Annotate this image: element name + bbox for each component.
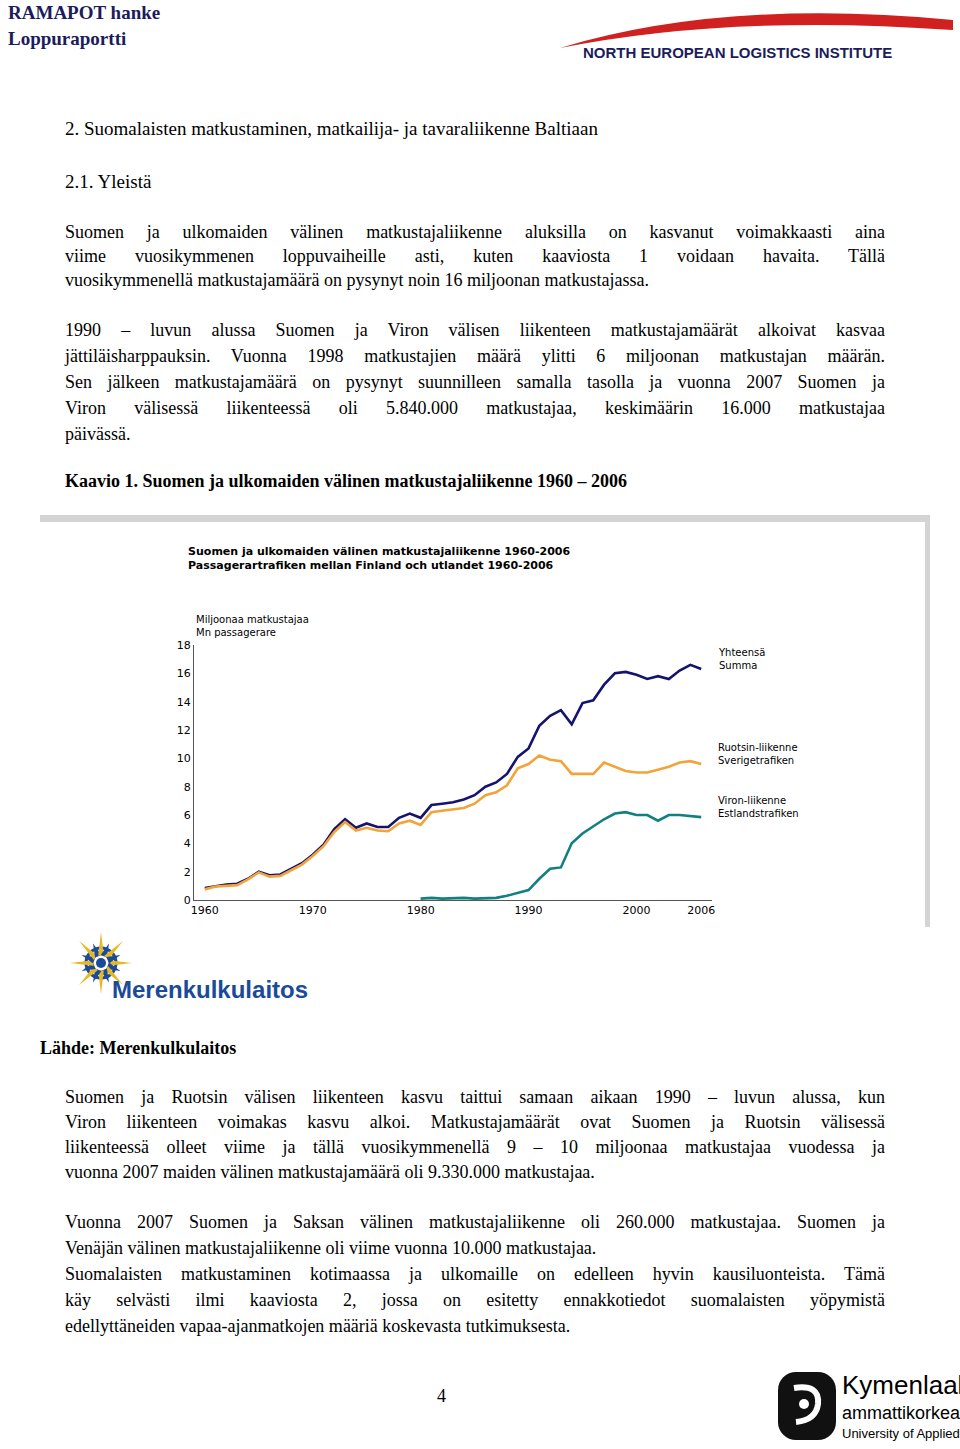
html-text:jättiläisharppauksin. Vuonna 1: jättiläisharppauksin. Vuonna 1998 matkus…: [65, 346, 885, 366]
svg-text:1960: 1960: [191, 904, 219, 917]
html-text:2.1. Yleistä: 2.1. Yleistä: [65, 171, 152, 192]
svg-text:6: 6: [184, 809, 191, 822]
svg-text:4: 4: [184, 837, 191, 850]
svg-text:8: 8: [184, 781, 191, 794]
html-text:1990 – luvun alussa Suomen ja: 1990 – luvun alussa Suomen ja Viron väli…: [65, 320, 885, 340]
svg-text:Viron-liikenneEstlandstrafiken: Viron-liikenneEstlandstrafiken: [718, 795, 799, 819]
html-text:Kaavio 1. Suomen ja ulkomaiden: Kaavio 1. Suomen ja ulkomaiden välinen m…: [65, 471, 628, 491]
html-text:Viron liikenteen voimakas kasv: Viron liikenteen voimakas kasvu alkoi. M…: [65, 1112, 885, 1132]
svg-text:0: 0: [184, 894, 191, 907]
svg-text:2006: 2006: [687, 904, 715, 917]
html-text:Suomen ja Ruotsin välisen liik: Suomen ja Ruotsin välisen liikenteen kas…: [65, 1087, 885, 1107]
html-text:Viron välisessä liikenteessä o: Viron välisessä liikenteessä oli 5.840.0…: [65, 398, 885, 418]
svg-text:2000: 2000: [622, 904, 650, 917]
html-text:2. Suomalaisten matkustaminen,: 2. Suomalaisten matkustaminen, matkailij…: [65, 118, 598, 139]
html-text:4: 4: [437, 1386, 446, 1406]
svg-text:12: 12: [177, 724, 191, 737]
svg-text:1990: 1990: [515, 904, 543, 917]
html-text:RAMAPOT hanke: RAMAPOT hanke: [8, 2, 161, 23]
svg-text:Suomen ja ulkomaiden välinen m: Suomen ja ulkomaiden välinen matkustajal…: [188, 545, 570, 572]
svg-text:Ruotsin-liikenneSverigetrafike: Ruotsin-liikenneSverigetrafiken: [718, 742, 798, 766]
html-text:viime vuosikymmenen loppuvaihe: viime vuosikymmenen loppuvaiheille asti,…: [65, 246, 885, 266]
svg-text:18: 18: [177, 639, 191, 652]
html-text:käy selvästi ilmi kaaviosta 2,: käy selvästi ilmi kaaviosta 2, jossa on …: [65, 1290, 885, 1310]
html-text:NORTH EUROPEAN LOGISTICS INSTI: NORTH EUROPEAN LOGISTICS INSTITUTE: [583, 44, 893, 61]
html-text:Lähde: Merenkulkulaitos: Lähde: Merenkulkulaitos: [40, 1038, 237, 1058]
html-text:edellyttäneiden vapaa-ajanmatk: edellyttäneiden vapaa-ajanmatkojen määri…: [65, 1316, 571, 1336]
svg-text:10: 10: [177, 752, 191, 765]
html-text:vuonna 2007 maiden välinen mat: vuonna 2007 maiden välinen matkustajamää…: [65, 1162, 595, 1182]
svg-text:2: 2: [184, 866, 191, 879]
svg-text:YhteensäSumma: YhteensäSumma: [718, 647, 765, 671]
html-text:Suomen ja ulkomaiden välinen m: Suomen ja ulkomaiden välinen matkustajal…: [65, 222, 885, 242]
html-text:päivässä.: päivässä.: [65, 424, 131, 444]
html-text:Sen jälkeen matkustajamäärä on: Sen jälkeen matkustajamäärä on pysynyt s…: [65, 372, 885, 392]
html-text:Vuonna 2007 Suomen ja Saksan v: Vuonna 2007 Suomen ja Saksan välinen mat…: [65, 1212, 885, 1232]
html-text:Merenkulkulaitos: Merenkulkulaitos: [112, 976, 309, 1003]
html-text:Venäjän välinen matkustajaliik: Venäjän välinen matkustajaliikenne oli v…: [65, 1238, 597, 1258]
html-text:vuosikymmenellä matkustajamäär: vuosikymmenellä matkustajamäärä on pysyn…: [65, 270, 649, 290]
html-text:Suomalaisten matkustaminen kot: Suomalaisten matkustaminen kotimaassa ja…: [65, 1264, 885, 1284]
svg-text:14: 14: [177, 696, 191, 709]
svg-text:Miljoonaa matkustajaaMn passag: Miljoonaa matkustajaaMn passagerare: [196, 614, 309, 638]
svg-text:1980: 1980: [407, 904, 435, 917]
html-text:Loppuraportti: Loppuraportti: [8, 28, 127, 49]
svg-text:1970: 1970: [299, 904, 327, 917]
svg-text:16: 16: [177, 667, 191, 680]
html-text:liikenteessä olleet viime ja t: liikenteessä olleet viime ja tällä vuosi…: [65, 1137, 885, 1157]
